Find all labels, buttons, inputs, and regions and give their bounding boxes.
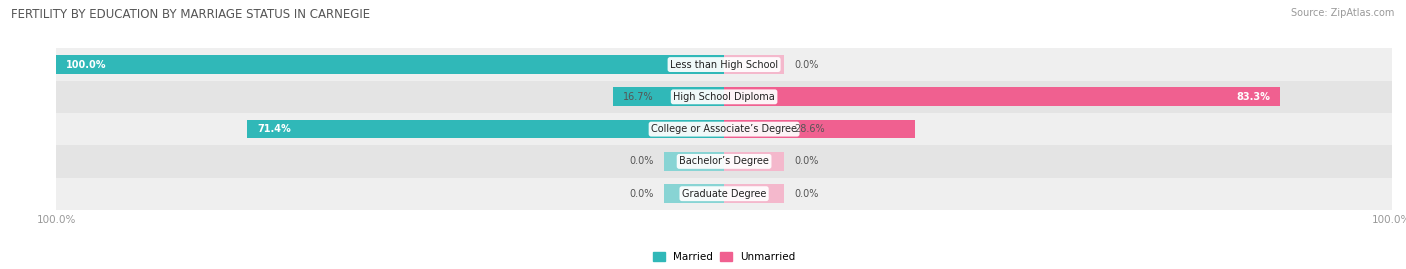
Text: Less than High School: Less than High School xyxy=(671,59,778,70)
Text: 83.3%: 83.3% xyxy=(1236,92,1271,102)
Bar xyxy=(56,178,1392,210)
Text: 0.0%: 0.0% xyxy=(794,156,818,167)
Legend: Married, Unmarried: Married, Unmarried xyxy=(648,247,800,266)
Bar xyxy=(56,145,1392,178)
Bar xyxy=(247,120,724,139)
Text: Source: ZipAtlas.com: Source: ZipAtlas.com xyxy=(1291,8,1395,18)
Bar xyxy=(724,152,785,171)
Text: Bachelor’s Degree: Bachelor’s Degree xyxy=(679,156,769,167)
Bar xyxy=(56,55,724,74)
Text: 100.0%: 100.0% xyxy=(66,59,107,70)
Bar xyxy=(724,120,915,139)
Text: College or Associate’s Degree: College or Associate’s Degree xyxy=(651,124,797,134)
Bar xyxy=(724,87,1281,106)
Text: 0.0%: 0.0% xyxy=(794,59,818,70)
Bar xyxy=(56,113,1392,145)
Bar xyxy=(56,48,1392,81)
Text: 0.0%: 0.0% xyxy=(630,189,654,199)
Bar xyxy=(613,87,724,106)
Text: 71.4%: 71.4% xyxy=(257,124,291,134)
Text: 16.7%: 16.7% xyxy=(623,92,654,102)
Bar xyxy=(664,152,724,171)
Text: 0.0%: 0.0% xyxy=(794,189,818,199)
Bar xyxy=(724,184,785,203)
Text: 0.0%: 0.0% xyxy=(630,156,654,167)
Bar xyxy=(664,184,724,203)
Text: 28.6%: 28.6% xyxy=(794,124,825,134)
Bar xyxy=(56,81,1392,113)
Bar xyxy=(724,55,785,74)
Text: Graduate Degree: Graduate Degree xyxy=(682,189,766,199)
Text: FERTILITY BY EDUCATION BY MARRIAGE STATUS IN CARNEGIE: FERTILITY BY EDUCATION BY MARRIAGE STATU… xyxy=(11,8,370,21)
Text: High School Diploma: High School Diploma xyxy=(673,92,775,102)
